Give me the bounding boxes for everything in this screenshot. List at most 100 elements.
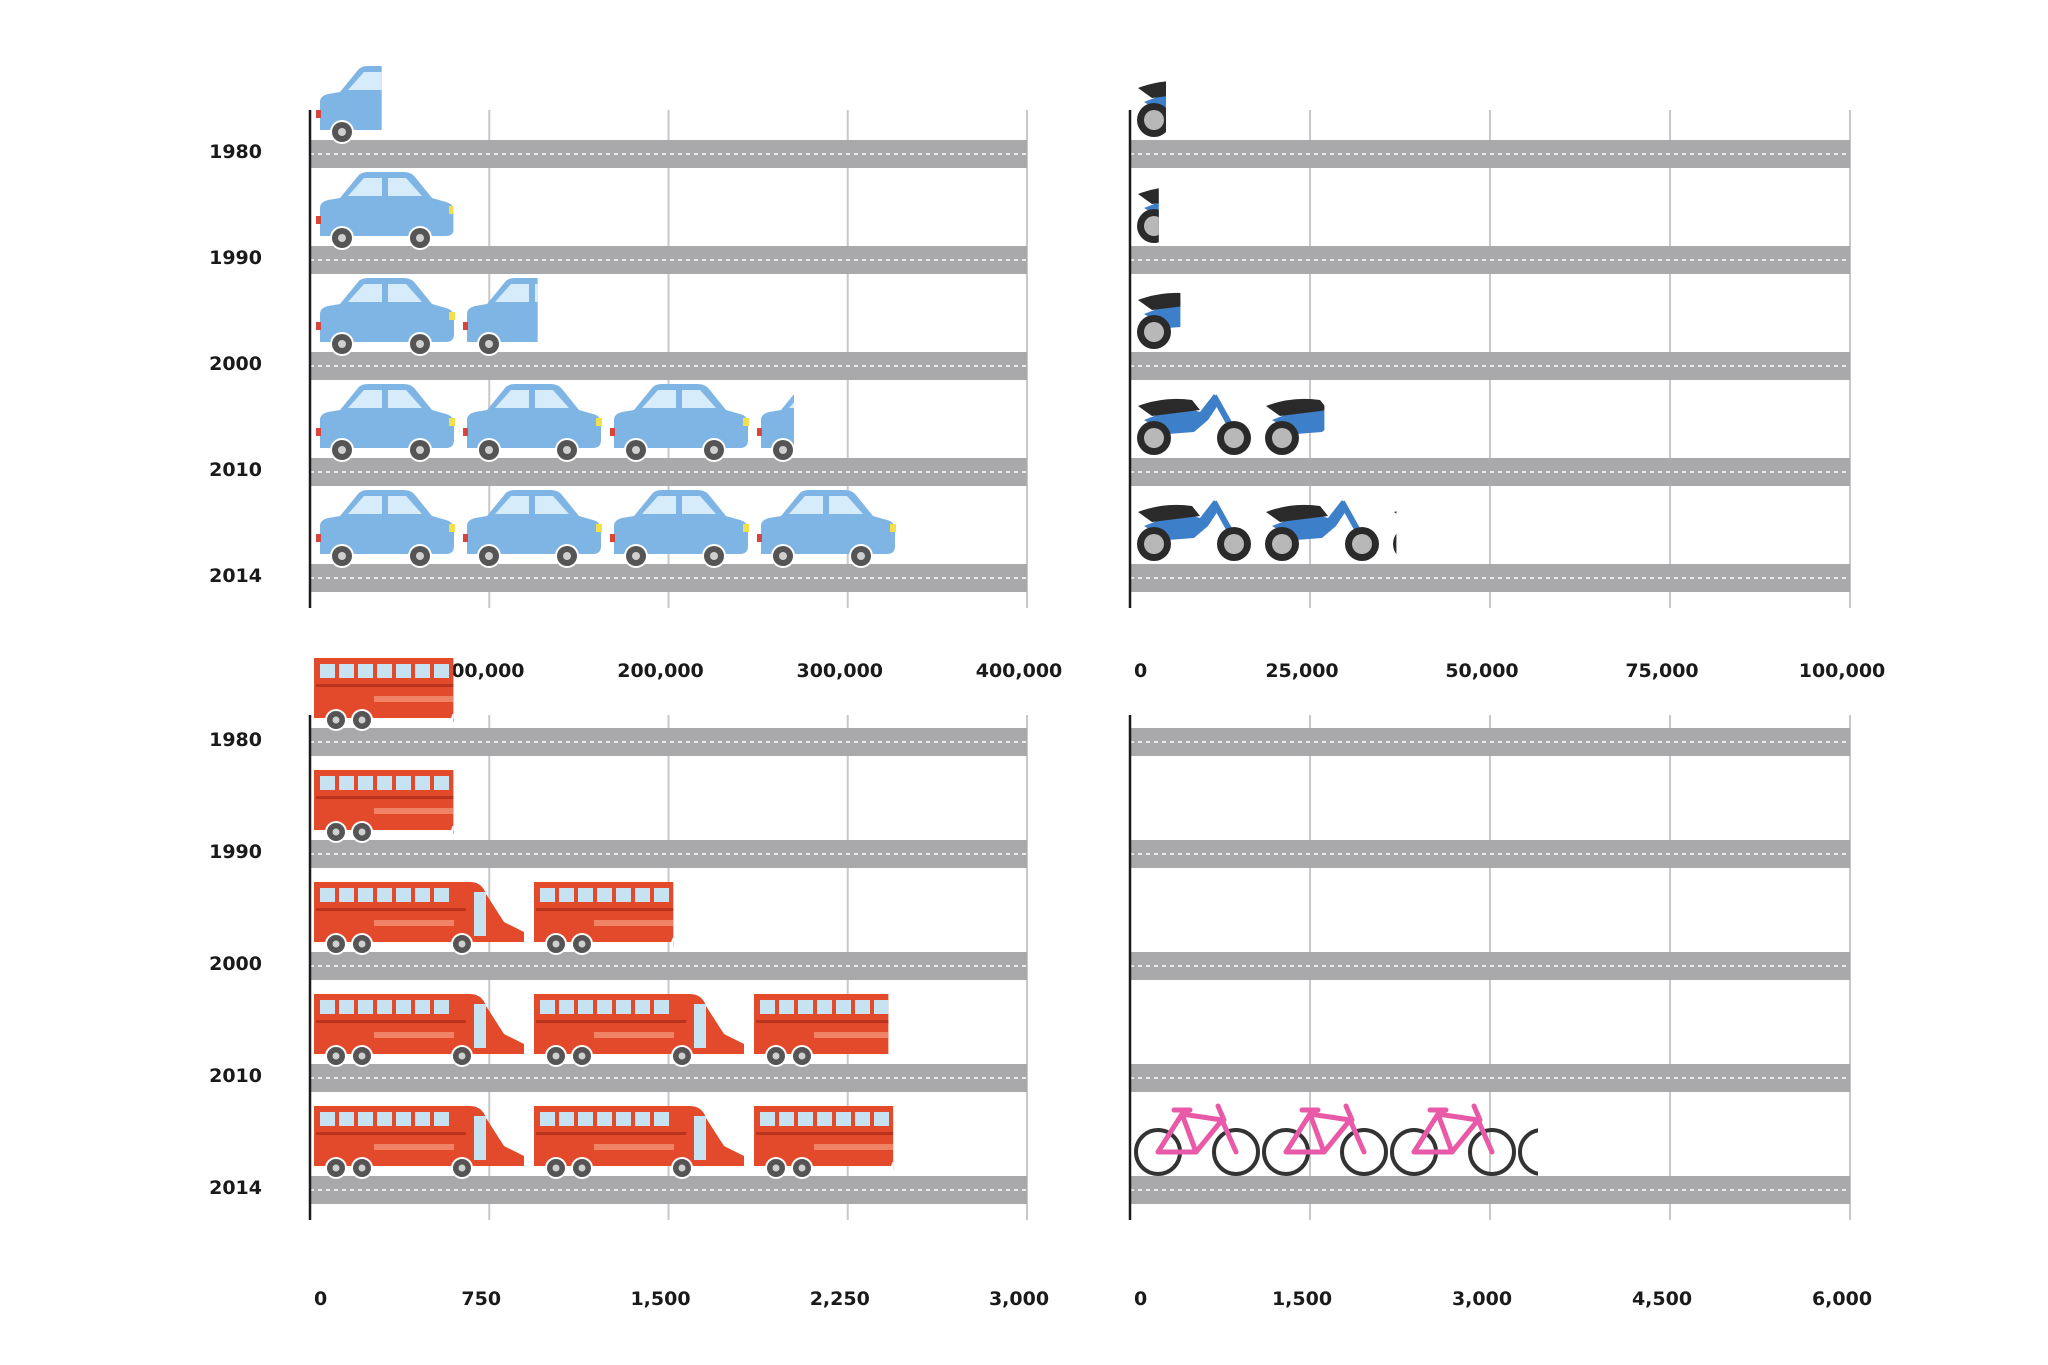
motorcycle-row-1990 (1130, 188, 1850, 274)
car-icon (610, 384, 749, 462)
car-row-2010: 2010 (209, 384, 1027, 486)
bus-row-2010: 2010 (209, 994, 1027, 1092)
bus-icon (534, 1106, 744, 1179)
motorcycle-icon (1137, 500, 1251, 561)
bus-icon (314, 1106, 524, 1179)
car-icon (463, 384, 602, 462)
car-year-label: 2000 (209, 353, 262, 375)
bus-icon (314, 882, 524, 955)
motorcycle-bar-2000 (1137, 292, 1181, 349)
motorcycle-bar-2014 (1137, 500, 1397, 561)
car-tick-label: 100,000 (438, 660, 525, 682)
bicycle-tick-label: 0 (1134, 1288, 1147, 1310)
motorcycle-row-2000 (1130, 292, 1850, 380)
bus-icon (534, 994, 744, 1067)
bus-icon (754, 1106, 894, 1179)
bus-icon (314, 994, 524, 1067)
motorcycle-icon (1137, 292, 1181, 349)
motorcycle-tick-label: 75,000 (1625, 660, 1698, 682)
bus-icon (314, 658, 454, 731)
bus-road (310, 840, 1027, 868)
chart-bicycle: 0 1,500 3,000 4,500 6,000 (1128, 715, 1872, 1310)
bicycle-row-2014 (1130, 1103, 1850, 1204)
bus-tick-label: 1,500 (630, 1288, 690, 1310)
bus-bar-1990 (314, 770, 454, 843)
car-tick-label: 400,000 (976, 660, 1063, 682)
bus-row-2014: 2014 (209, 1106, 1027, 1204)
motorcycle-tick-label: 0 (1134, 660, 1147, 682)
bus-tick-label: 2,250 (810, 1288, 870, 1310)
motorcycle-icon (1137, 81, 1166, 137)
bus-row-1980: 1980 (209, 658, 1027, 756)
motorcycle-bar-1980 (1137, 81, 1166, 137)
bicycle-tick-label: 4,500 (1632, 1288, 1692, 1310)
bicycle-row-2000 (1130, 952, 1850, 980)
car-icon (463, 278, 538, 356)
car-icon (316, 278, 455, 356)
car-row-2014: 2014 (209, 490, 1027, 592)
car-bar-1980 (316, 66, 382, 144)
bus-year-label: 2000 (209, 953, 262, 975)
car-road (310, 564, 1027, 592)
motorcycle-icon (1393, 511, 1397, 555)
bus-bar-2000 (314, 882, 674, 955)
bus-road (310, 1064, 1027, 1092)
car-icon (757, 394, 794, 462)
car-icon (316, 384, 455, 462)
bus-year-label: 2010 (209, 1065, 262, 1087)
bus-tick-label: 750 (461, 1288, 501, 1310)
motorcycle-bar-2010 (1137, 394, 1325, 455)
motorcycle-tick-label: 25,000 (1265, 660, 1338, 682)
motorcycle-row-2010 (1130, 394, 1850, 486)
car-icon (757, 490, 896, 568)
bus-bar-2010 (314, 994, 889, 1067)
car-bar-2014 (316, 490, 896, 568)
car-bar-1990 (316, 172, 454, 250)
car-tick-label: 300,000 (796, 660, 883, 682)
bicycle-icon (1390, 1103, 1516, 1176)
car-road (310, 458, 1027, 486)
motorcycle-row-2014 (1130, 500, 1850, 592)
bicycle-icon (1134, 1103, 1260, 1176)
motorcycle-icon (1265, 500, 1379, 561)
bus-road (310, 728, 1027, 756)
bus-bar-2014 (314, 1106, 894, 1179)
bus-icon (534, 882, 674, 955)
car-bar-2010 (316, 384, 794, 462)
car-row-2000: 2000 (209, 278, 1027, 380)
motorcycle-tick-label: 100,000 (1799, 660, 1886, 682)
motorcycle-icon (1137, 188, 1159, 243)
bus-year-label: 1990 (209, 841, 262, 863)
motorcycle-bar-1990 (1137, 188, 1159, 243)
bicycle-row-1980 (1130, 728, 1850, 756)
car-icon (316, 66, 382, 144)
car-road (310, 246, 1027, 274)
bus-year-label: 2014 (209, 1177, 262, 1199)
bus-road (310, 1176, 1027, 1204)
car-row-1990: 1990 (209, 172, 1027, 274)
bicycle-tick-label: 1,500 (1272, 1288, 1332, 1310)
car-icon (316, 490, 455, 568)
car-tick-label: 200,000 (617, 660, 704, 682)
bicycle-icon (1262, 1103, 1388, 1176)
car-icon (463, 490, 602, 568)
motorcycle-icon (1137, 394, 1251, 455)
bicycle-row-2010 (1130, 1064, 1850, 1092)
car-year-label: 1990 (209, 247, 262, 269)
bicycle-icon (1518, 1128, 1538, 1176)
car-year-label: 1980 (209, 141, 262, 163)
bus-icon (314, 770, 454, 843)
car-year-label: 2014 (209, 565, 262, 587)
bicycle-bar-2014 (1134, 1103, 1538, 1176)
bicycle-row-1990 (1130, 840, 1850, 868)
bus-bar-1980 (314, 658, 454, 731)
bus-row-1990: 1990 (209, 770, 1027, 868)
bus-road (310, 952, 1027, 980)
bus-year-label: 1980 (209, 729, 262, 751)
bus-icon (754, 994, 889, 1067)
car-icon (316, 172, 454, 250)
car-road (310, 352, 1027, 380)
car-year-label: 2010 (209, 459, 262, 481)
car-row-1980: 1980 (209, 66, 1027, 168)
